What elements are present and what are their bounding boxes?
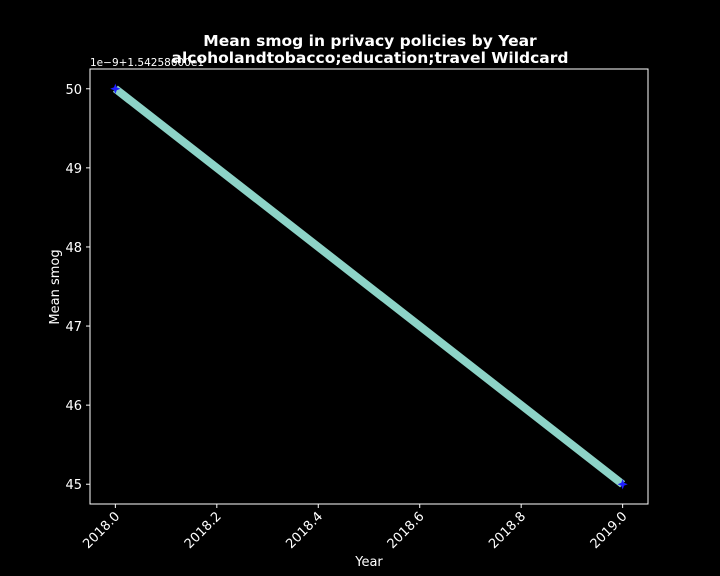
chart-title-line-1: Mean smog in privacy policies by Year [203, 32, 537, 50]
y-tick-label: 50 [65, 83, 82, 98]
y-axis-label: Mean smog [48, 249, 63, 324]
data-point-marker [110, 83, 121, 94]
y-tick-label: 47 [65, 320, 82, 335]
y-tick-label: 45 [65, 478, 82, 493]
axes-frame [89, 68, 649, 505]
y-axis-offset-label: 1e−9+1.54258000e1 [90, 57, 204, 69]
data-point-marker [617, 479, 628, 490]
x-axis-label: Year [354, 555, 383, 570]
y-tick-label: 49 [65, 162, 82, 177]
y-tick-label: 46 [65, 399, 82, 414]
y-tick-label: 48 [65, 241, 82, 256]
chart-title-line-2: alcoholandtobacco;education;travel Wildc… [172, 49, 569, 67]
series-line [112, 85, 626, 488]
